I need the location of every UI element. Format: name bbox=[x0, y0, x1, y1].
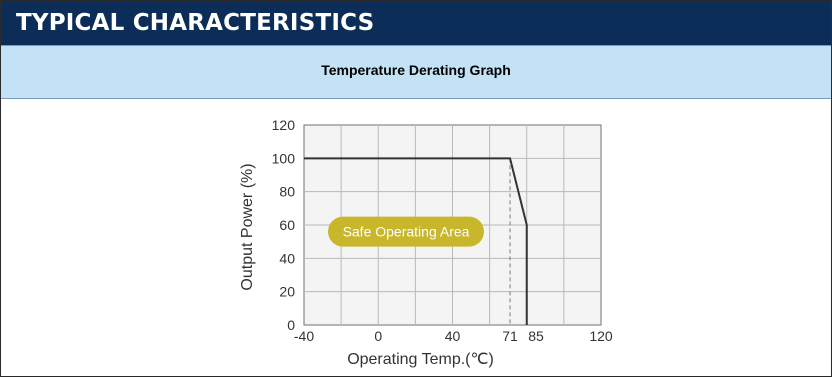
section-title: TYPICAL CHARACTERISTICS bbox=[16, 10, 375, 36]
y-tick-label: 60 bbox=[279, 217, 295, 233]
x-tick-label: 0 bbox=[374, 328, 382, 344]
y-tick-label: 40 bbox=[279, 250, 295, 266]
y-tick-label: 100 bbox=[272, 150, 296, 166]
chart-container: Safe Operating Area 0 20 40 60 80 100 120 -40 0 4… bbox=[1, 98, 831, 376]
chart-subtitle: Temperature Derating Graph bbox=[321, 62, 511, 78]
x-tick-label: 40 bbox=[445, 328, 461, 344]
safe-operating-area-label: Safe Operating Area bbox=[343, 224, 470, 240]
y-tick-label: 80 bbox=[279, 184, 295, 200]
x-tick-label: 85 bbox=[528, 328, 544, 344]
safe-operating-area-badge bbox=[328, 216, 484, 247]
x-tick-label: -40 bbox=[294, 328, 314, 344]
y-axis-label: Output Power (%) bbox=[239, 163, 256, 290]
x-tick-label: 120 bbox=[589, 328, 613, 344]
x-axis-label: Operating Temp.(℃) bbox=[347, 351, 494, 368]
y-tick-label: 120 bbox=[272, 117, 296, 133]
section-header: TYPICAL CHARACTERISTICS bbox=[1, 1, 831, 45]
y-tick-label: 20 bbox=[279, 284, 295, 300]
y-tick-label: 0 bbox=[287, 317, 295, 333]
x-tick-label: 71 bbox=[502, 328, 518, 344]
chart-subheader: Temperature Derating Graph bbox=[1, 45, 831, 99]
derating-curve bbox=[304, 157, 528, 325]
